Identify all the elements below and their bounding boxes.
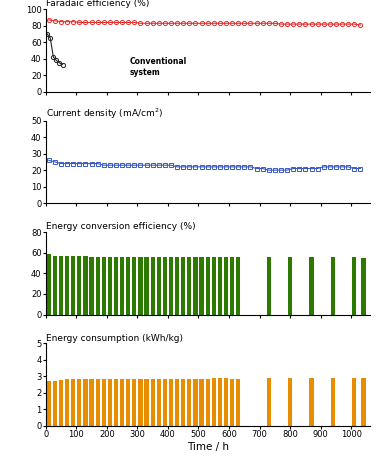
Bar xyxy=(169,379,173,426)
Bar xyxy=(96,257,100,314)
Bar xyxy=(236,257,240,314)
Bar xyxy=(53,381,57,426)
Bar xyxy=(205,379,210,426)
Bar xyxy=(163,379,167,426)
Bar xyxy=(114,257,118,314)
Bar xyxy=(71,256,75,314)
Bar xyxy=(90,257,94,314)
Bar xyxy=(59,256,63,314)
Text: Faradaic efficiency (%): Faradaic efficiency (%) xyxy=(46,0,149,8)
Bar xyxy=(230,257,234,314)
Text: Energy consumption (kWh/kg): Energy consumption (kWh/kg) xyxy=(46,334,183,343)
Bar xyxy=(132,257,136,314)
Bar xyxy=(205,257,210,314)
Bar xyxy=(120,257,124,314)
Bar xyxy=(102,379,106,426)
Bar xyxy=(53,256,57,314)
Bar xyxy=(230,379,234,426)
Bar xyxy=(157,257,161,314)
Bar xyxy=(108,379,112,426)
Bar xyxy=(224,378,228,426)
Bar xyxy=(187,379,192,426)
Bar xyxy=(144,257,149,314)
Bar xyxy=(175,379,179,426)
Text: Energy conversion efficiency (%): Energy conversion efficiency (%) xyxy=(46,222,195,232)
Bar xyxy=(83,256,88,314)
Bar xyxy=(288,378,292,426)
Bar xyxy=(65,256,69,314)
Bar xyxy=(361,378,366,426)
Bar xyxy=(59,380,63,426)
Bar xyxy=(211,378,216,426)
Bar xyxy=(120,379,124,426)
Bar xyxy=(218,378,222,426)
Bar xyxy=(163,257,167,314)
Bar xyxy=(352,257,357,314)
Bar xyxy=(187,257,192,314)
Bar xyxy=(193,257,198,314)
Bar xyxy=(114,379,118,426)
Bar xyxy=(90,379,94,426)
Bar xyxy=(96,379,100,426)
Bar xyxy=(224,257,228,314)
Bar xyxy=(126,379,130,426)
Bar xyxy=(132,379,136,426)
Bar xyxy=(169,257,173,314)
Bar xyxy=(77,256,82,314)
Bar xyxy=(236,379,240,426)
Bar xyxy=(267,378,271,426)
Bar xyxy=(361,258,366,314)
Bar xyxy=(157,379,161,426)
Bar xyxy=(83,379,88,426)
Bar xyxy=(138,379,142,426)
Bar xyxy=(102,257,106,314)
Bar xyxy=(181,257,185,314)
Bar xyxy=(218,257,222,314)
Bar xyxy=(46,254,51,314)
Bar xyxy=(65,379,69,426)
Text: Current density (mA/cm$^2$): Current density (mA/cm$^2$) xyxy=(46,106,163,121)
Bar xyxy=(199,379,204,426)
Bar xyxy=(144,379,149,426)
Bar xyxy=(71,379,75,426)
Bar xyxy=(175,257,179,314)
X-axis label: Time / h: Time / h xyxy=(187,442,229,452)
Bar xyxy=(309,378,314,426)
Bar xyxy=(46,382,51,426)
Bar xyxy=(77,379,82,426)
Bar xyxy=(288,257,292,314)
Bar xyxy=(309,257,314,314)
Bar xyxy=(331,378,335,426)
Bar xyxy=(138,257,142,314)
Bar xyxy=(193,379,198,426)
Bar xyxy=(331,257,335,314)
Bar xyxy=(352,378,357,426)
Bar xyxy=(108,257,112,314)
Bar xyxy=(150,379,155,426)
Bar xyxy=(199,257,204,314)
Bar xyxy=(211,257,216,314)
Bar xyxy=(181,379,185,426)
Bar xyxy=(126,257,130,314)
Text: Conventional
system: Conventional system xyxy=(130,57,187,76)
Bar xyxy=(150,257,155,314)
Bar xyxy=(267,257,271,314)
